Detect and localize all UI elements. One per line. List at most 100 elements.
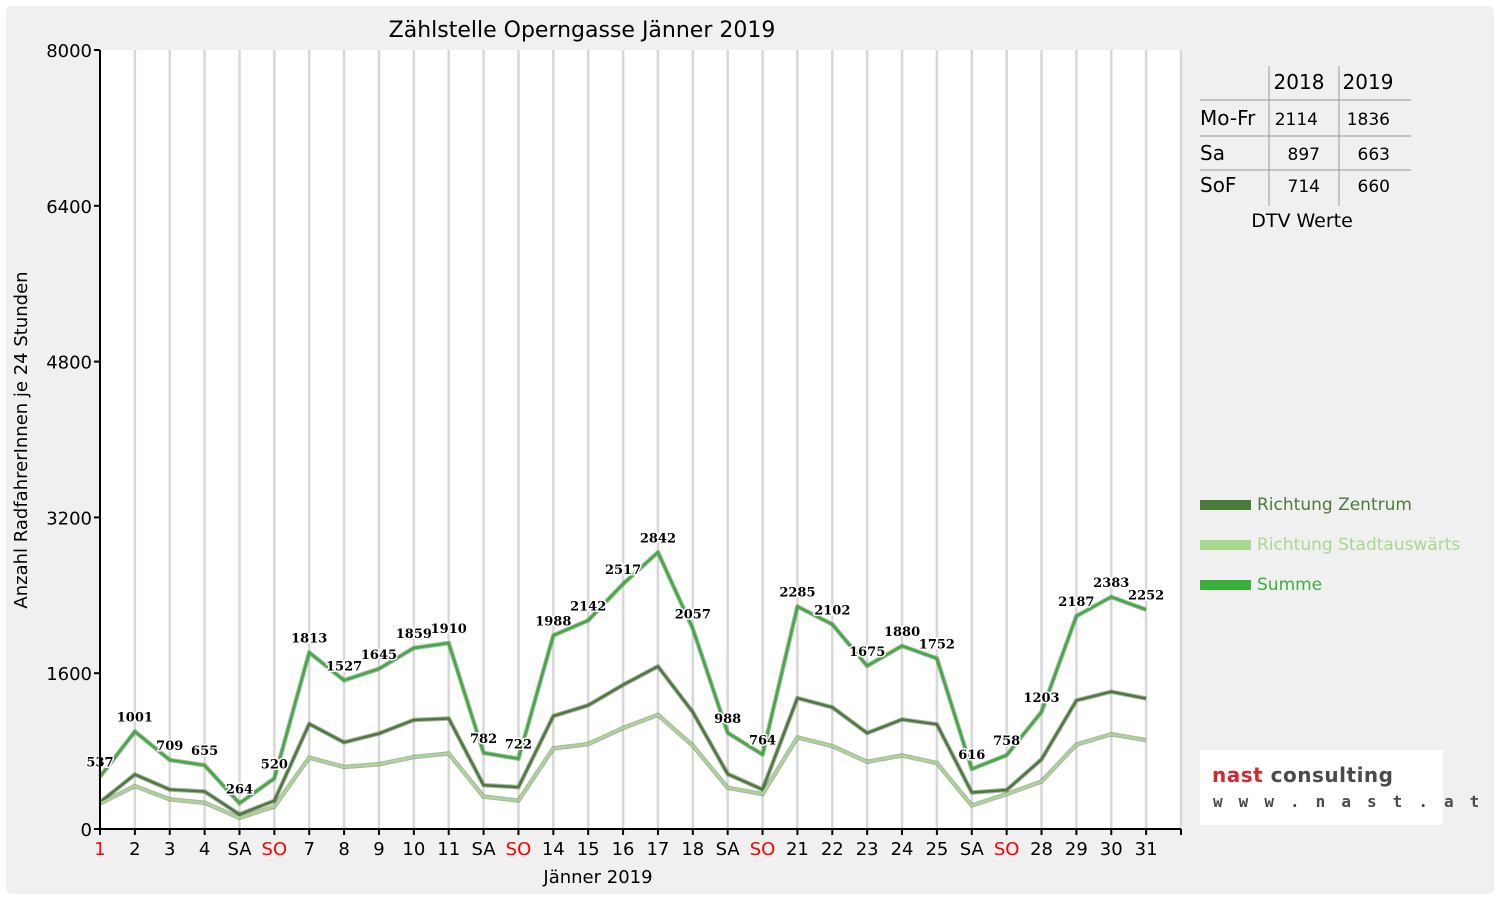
data-label: 264 bbox=[226, 782, 253, 797]
x-tick-label: SO bbox=[506, 839, 532, 860]
legend-label-summe: Summe bbox=[1257, 575, 1322, 595]
legend: Richtung Zentrum Richtung Stadtauswärts … bbox=[1200, 495, 1460, 595]
data-label: 2187 bbox=[1058, 595, 1094, 610]
grid bbox=[133, 50, 1183, 829]
x-tick-label: 25 bbox=[925, 839, 948, 860]
x-tick-label: SO bbox=[750, 839, 776, 860]
legend-swatch-zentrum bbox=[1200, 500, 1251, 510]
y-axis-label: Anzahl RadfahrerInnen je 24 Stunden bbox=[11, 271, 32, 608]
data-label: 1813 bbox=[291, 631, 327, 646]
x-tick-label: SA bbox=[472, 839, 497, 860]
legend-swatch-summe bbox=[1200, 580, 1251, 590]
logo-brand-part1: nast bbox=[1212, 763, 1264, 787]
data-label: 2057 bbox=[675, 608, 711, 623]
x-tick-label: SO bbox=[994, 839, 1020, 860]
data-label: 1527 bbox=[326, 659, 362, 674]
data-label: 1001 bbox=[117, 711, 153, 726]
data-label: 1988 bbox=[535, 614, 571, 629]
data-label: 1645 bbox=[361, 648, 397, 663]
table-header-2019: 2019 bbox=[1343, 70, 1394, 94]
dtv-table: 2018 2019 Mo-Fr 2114 1836 Sa 897 663 SoF… bbox=[1200, 66, 1411, 232]
data-label: 2102 bbox=[814, 603, 850, 618]
x-tick-label: 8 bbox=[338, 839, 349, 860]
table-cell: 1836 bbox=[1347, 110, 1390, 130]
table-row-label: Mo-Fr bbox=[1200, 106, 1256, 130]
x-tick-label: 17 bbox=[646, 839, 669, 860]
legend-label-stadtauswaerts: Richtung Stadtauswärts bbox=[1257, 535, 1460, 555]
data-label: 782 bbox=[470, 732, 497, 747]
x-tick-label: 15 bbox=[577, 839, 600, 860]
data-label: 1752 bbox=[919, 637, 955, 652]
data-label: 1203 bbox=[1023, 691, 1059, 706]
plot-area bbox=[100, 50, 1181, 829]
x-tick-label: 23 bbox=[856, 839, 879, 860]
data-labels: 5371001709655264520181315271645185919107… bbox=[85, 530, 1166, 799]
table-cell: 897 bbox=[1288, 145, 1320, 165]
x-tick-label: 11 bbox=[437, 839, 460, 860]
logo-brand: nast consulting bbox=[1212, 763, 1393, 787]
y-tick-label: 3200 bbox=[46, 508, 92, 529]
x-tick-label: SA bbox=[960, 839, 985, 860]
data-label: 1675 bbox=[849, 645, 885, 660]
series-line-stroke bbox=[99, 551, 1147, 805]
table-cell: 660 bbox=[1358, 177, 1390, 197]
x-tick-label: 21 bbox=[786, 839, 809, 860]
y-tick-label: 4800 bbox=[46, 353, 92, 374]
series-lines bbox=[98, 550, 1147, 821]
x-tick-label: 24 bbox=[891, 839, 914, 860]
y-tick-label: 8000 bbox=[46, 41, 92, 62]
data-label: 616 bbox=[958, 748, 985, 763]
x-tick-label: 4 bbox=[199, 839, 210, 860]
data-label: 2842 bbox=[640, 531, 676, 546]
x-tick-label: 10 bbox=[402, 839, 425, 860]
table-row-label: SoF bbox=[1200, 173, 1236, 197]
data-label: 2517 bbox=[605, 563, 641, 578]
data-label: 988 bbox=[714, 712, 741, 727]
logo-url: w w w . n a s t . a t bbox=[1213, 792, 1483, 811]
x-tick-label: 16 bbox=[612, 839, 635, 860]
series-line-stadtauswaerts bbox=[98, 712, 1147, 821]
data-label: 2383 bbox=[1093, 576, 1129, 591]
table-row-label: Sa bbox=[1200, 141, 1225, 165]
data-label: 722 bbox=[505, 738, 532, 753]
x-tick-label: 1 bbox=[94, 839, 105, 860]
x-tick-label: 28 bbox=[1030, 839, 1053, 860]
x-tick-label: SA bbox=[227, 839, 252, 860]
data-label: 1910 bbox=[431, 622, 467, 637]
table-cell: 663 bbox=[1358, 145, 1390, 165]
y-tick-label: 1600 bbox=[46, 664, 92, 685]
nast-consulting-logo: nast consulting w w w . n a s t . a t bbox=[1200, 750, 1479, 825]
y-tick-label: 0 bbox=[81, 820, 92, 841]
x-axis-label: Jänner 2019 bbox=[542, 867, 652, 888]
data-label: 520 bbox=[261, 757, 288, 772]
y-tick-label: 6400 bbox=[46, 197, 92, 218]
x-tick-label: SA bbox=[716, 839, 741, 860]
legend-swatch-stadtauswaerts bbox=[1200, 540, 1251, 550]
series-line-zentrum bbox=[98, 664, 1147, 817]
logo-brand-part2: consulting bbox=[1270, 763, 1394, 787]
x-tick-label: 2 bbox=[129, 839, 140, 860]
x-tick-label: 22 bbox=[821, 839, 844, 860]
data-label: 709 bbox=[156, 739, 183, 754]
table-cell: 714 bbox=[1288, 177, 1320, 197]
data-label: 655 bbox=[191, 744, 218, 759]
legend-label-zentrum: Richtung Zentrum bbox=[1257, 495, 1412, 515]
data-label: 764 bbox=[749, 734, 776, 749]
x-tick-label: 31 bbox=[1135, 839, 1158, 860]
table-header-2018: 2018 bbox=[1274, 70, 1325, 94]
data-label: 1859 bbox=[396, 627, 432, 642]
x-tick-label: SO bbox=[262, 839, 288, 860]
table-caption: DTV Werte bbox=[1251, 210, 1353, 232]
series-line-summe bbox=[98, 550, 1147, 806]
table-cell: 2114 bbox=[1275, 110, 1318, 130]
data-label: 2285 bbox=[779, 585, 815, 600]
series-line-stroke bbox=[99, 713, 1147, 820]
data-label: 758 bbox=[993, 734, 1020, 749]
x-tick-label: 9 bbox=[373, 839, 384, 860]
data-label: 1880 bbox=[884, 625, 920, 640]
x-tick-label: 30 bbox=[1100, 839, 1123, 860]
data-label: 2142 bbox=[570, 599, 606, 614]
x-tick-label: 29 bbox=[1065, 839, 1088, 860]
